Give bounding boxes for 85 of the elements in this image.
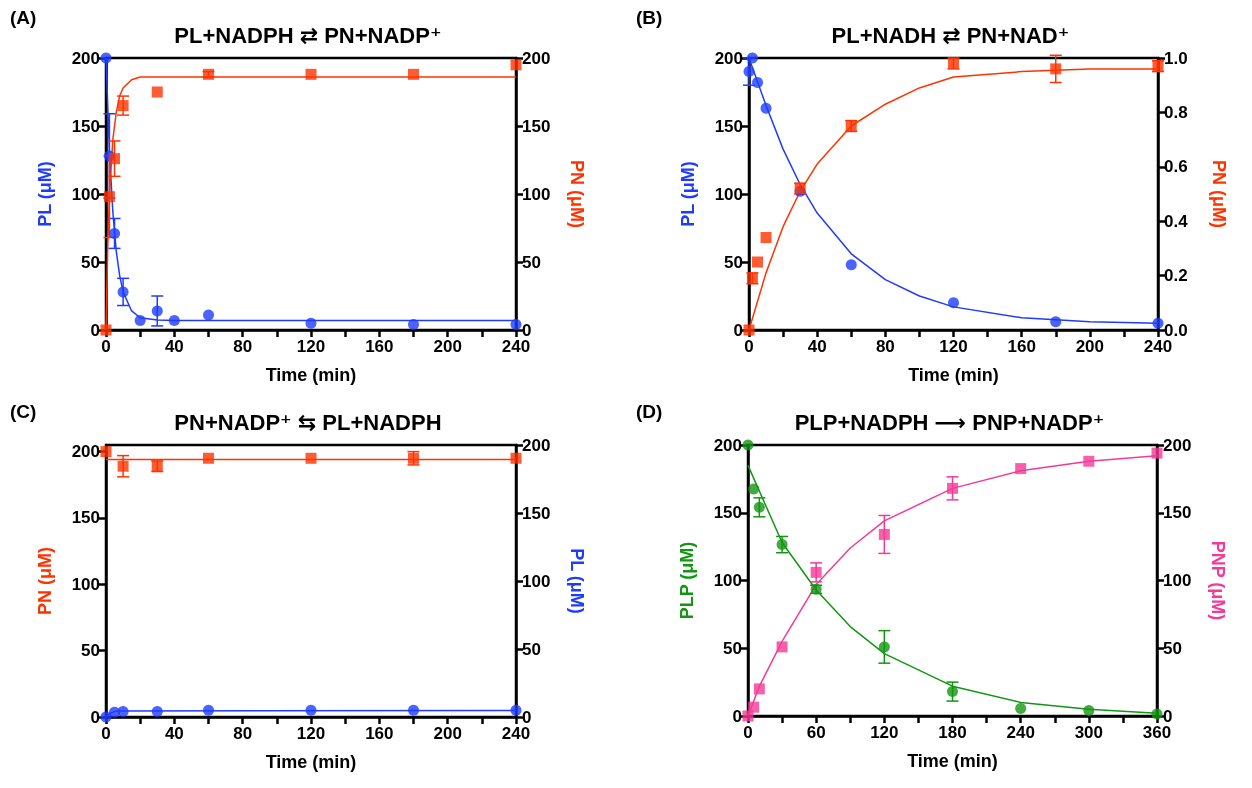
y-tick-label: 100: [713, 571, 742, 590]
chart-title: PL+NADH ⇄ PN+NAD⁺: [831, 22, 1076, 48]
y2-axis-title: PL (μM): [567, 548, 587, 614]
y-axis-title: PL (μM): [35, 161, 55, 227]
x-tick-label: 160: [1007, 337, 1036, 356]
y-tick-label: 200: [71, 442, 100, 462]
y2-tick-label: 200: [1163, 435, 1192, 455]
x-axis-title: Time (min): [907, 751, 998, 771]
x-tick-label: 120: [296, 337, 326, 356]
x-axis-title: Time (min): [908, 365, 999, 385]
y-tick-label: 50: [723, 638, 742, 658]
x-tick-label: 40: [164, 724, 184, 743]
y-tick-label: 50: [81, 641, 100, 661]
y-tick-label: 100: [71, 184, 100, 204]
y-tick-label: 0: [732, 706, 742, 726]
y-tick-label: 150: [71, 116, 100, 136]
y2-axis-title: PN (μM): [567, 159, 587, 229]
y-tick-label: 150: [71, 508, 100, 528]
y2-tick-label: 150: [522, 116, 551, 136]
y-tick-label: 50: [81, 252, 100, 272]
text: (C): [10, 401, 37, 422]
y2-tick-label: 200: [522, 435, 551, 455]
y-tick-label: 200: [713, 435, 742, 455]
y2-tick-label: 1.0: [1164, 48, 1188, 68]
y2-tick-label: 150: [522, 503, 551, 523]
y2-tick-label: 200: [522, 48, 551, 68]
y2-tick-label: 100: [522, 184, 551, 204]
y2-tick-label: 100: [522, 571, 551, 591]
y2-tick-label: 0: [522, 707, 532, 727]
y2-tick-label: 0: [522, 320, 532, 340]
y-tick-label: 100: [71, 574, 100, 594]
chart-title: PLP+NADPH ⟶ PNP+NADP⁺: [794, 409, 1111, 435]
text: (B): [636, 7, 663, 28]
y-tick-label: 0: [733, 320, 743, 340]
x-tick-label: 80: [233, 724, 253, 743]
y2-tick-label: 50: [1163, 638, 1182, 658]
y-axis-title: PL (μM): [678, 161, 698, 227]
y2-tick-label: 0.4: [1164, 211, 1189, 231]
y-tick-label: 100: [714, 184, 743, 204]
y-tick-label: 150: [714, 116, 743, 136]
chart-title: PL+NADPH ⇄ PN+NADP⁺: [174, 22, 448, 48]
x-tick-label: 40: [164, 337, 184, 356]
x-tick-label: 200: [433, 724, 462, 743]
x-tick-label: 240: [1006, 723, 1035, 742]
x-tick-label: 180: [938, 723, 967, 742]
y2-axis-title: PNP (μM): [1208, 540, 1228, 621]
x-tick-label: 160: [365, 337, 394, 356]
x-tick-label: 40: [807, 337, 827, 356]
y2-tick-label: 50: [522, 639, 541, 659]
x-tick-label: 120: [939, 337, 968, 356]
x-tick-label: 120: [870, 723, 899, 742]
x-axis-title: Time (min): [265, 752, 357, 772]
x-axis-title: Time (min): [265, 365, 357, 385]
y-tick-label: 200: [71, 48, 100, 68]
x-tick-label: 80: [233, 337, 253, 356]
x-tick-label: 200: [1075, 337, 1105, 356]
y-axis-title: PN (μM): [35, 546, 55, 616]
x-tick-label: 60: [806, 723, 826, 742]
y-tick-label: 200: [714, 48, 743, 68]
x-tick-label: 240: [501, 724, 531, 743]
y2-tick-label: 150: [1163, 503, 1192, 523]
y2-tick-label: 100: [1163, 571, 1192, 590]
y2-tick-label: 0.0: [1164, 320, 1188, 340]
y2-tick-label: 0.2: [1164, 266, 1188, 286]
x-tick-label: 360: [1142, 723, 1172, 742]
y-tick-label: 0: [90, 707, 100, 727]
x-tick-label: 240: [1143, 337, 1173, 356]
y2-tick-label: 0: [1163, 706, 1173, 726]
y2-tick-label: 0.6: [1164, 157, 1188, 177]
y2-tick-label: 0.8: [1164, 102, 1188, 122]
y2-axis-title: PN (μM): [1209, 159, 1229, 229]
x-tick-label: 160: [365, 724, 394, 743]
y-tick-label: 50: [724, 252, 743, 272]
x-tick-label: 200: [433, 337, 462, 356]
x-tick-label: 80: [875, 337, 895, 356]
y2-tick-label: 50: [522, 252, 541, 272]
y-tick-label: 150: [713, 503, 742, 523]
x-tick-label: 120: [296, 724, 326, 743]
x-tick-label: 240: [501, 337, 531, 356]
text: (A): [10, 7, 37, 28]
chart-title: PN+NADP⁺ ⇆ PL+NADPH: [174, 409, 448, 435]
y-tick-label: 0: [90, 320, 100, 340]
y-axis-title: PLP (μM): [677, 541, 697, 620]
text: (D): [636, 401, 663, 422]
x-tick-label: 300: [1074, 723, 1104, 742]
